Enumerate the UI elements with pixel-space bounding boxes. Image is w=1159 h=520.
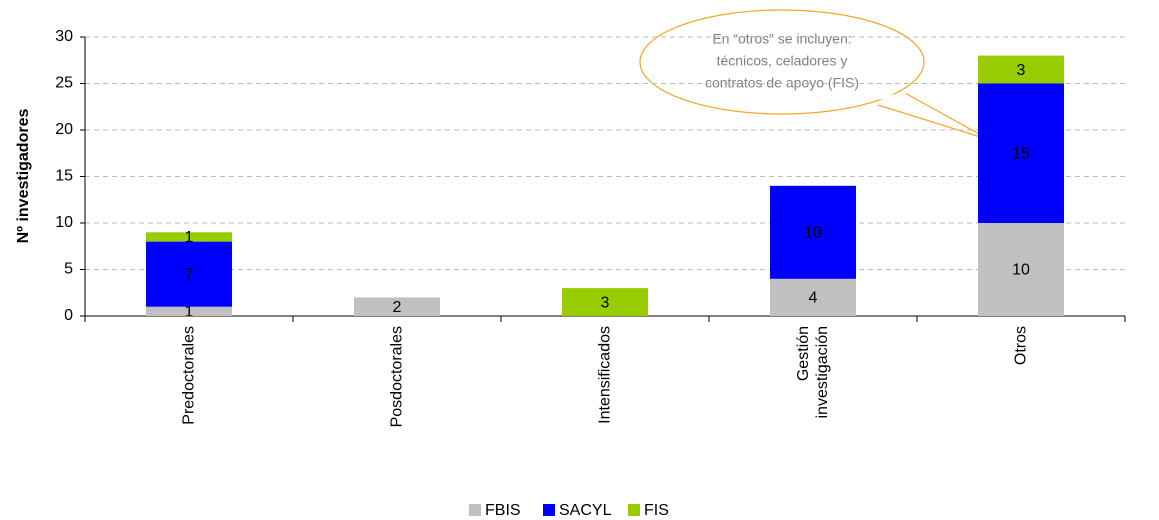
- callout-join: [879, 92, 907, 100]
- bar-segment: [146, 241, 232, 307]
- y-tick-label: 20: [55, 121, 73, 138]
- data-label: 2: [393, 299, 402, 316]
- y-axis-label: Nº investigadores: [15, 109, 32, 244]
- x-tick-label: Posdoctorales: [388, 326, 406, 428]
- annotation: técnicos, celadores y: [717, 53, 848, 69]
- data-label: 3: [1017, 62, 1026, 79]
- data-label: 3: [601, 294, 610, 311]
- x-tick-label: Gestión investigación: [795, 326, 831, 419]
- legend-label: FBIS: [485, 502, 521, 519]
- bar-segment: [146, 306, 232, 316]
- x-tick-label: Otros: [1012, 326, 1030, 366]
- x-tick-label: Intensificados: [596, 326, 614, 424]
- y-tick-label: 0: [64, 307, 73, 324]
- legend-swatch: [543, 504, 555, 516]
- bar-segment: [354, 297, 440, 316]
- data-label: 7: [185, 266, 194, 283]
- bar-segment: [146, 232, 232, 242]
- bar-segment: [770, 278, 856, 316]
- annotation: En “otros” se incluyen:: [712, 31, 851, 47]
- bar-segment: [978, 55, 1064, 84]
- legend-swatch: [628, 504, 640, 516]
- data-label: 4: [809, 290, 818, 307]
- y-tick-label: 5: [64, 261, 73, 278]
- bar-segment: [978, 83, 1064, 223]
- y-tick-label: 30: [55, 28, 73, 45]
- data-label: 10: [804, 225, 822, 242]
- x-tick-label: Predoctorales: [180, 326, 198, 425]
- y-tick-label: 10: [55, 214, 73, 231]
- data-label: 1: [185, 304, 194, 321]
- callout: En “otros” se incluyen: técnicos, celador…: [639, 9, 991, 141]
- callout-tail: [877, 92, 991, 141]
- data-label: 10: [1012, 262, 1030, 279]
- data-label: 15: [1012, 145, 1030, 162]
- bar-segment: [978, 223, 1064, 316]
- callout-bubble: [639, 9, 925, 115]
- y-tick-label: 25: [55, 75, 73, 92]
- legend-label: SACYL: [559, 502, 612, 519]
- y-tick-label: 15: [55, 168, 73, 185]
- legend-swatch: [469, 504, 481, 516]
- bar-segment: [770, 185, 856, 279]
- bar-segment: [562, 288, 648, 316]
- annotation: contratos de apoyo (FIS): [705, 75, 859, 91]
- legend-label: FIS: [644, 502, 669, 519]
- data-label: 1: [185, 229, 194, 246]
